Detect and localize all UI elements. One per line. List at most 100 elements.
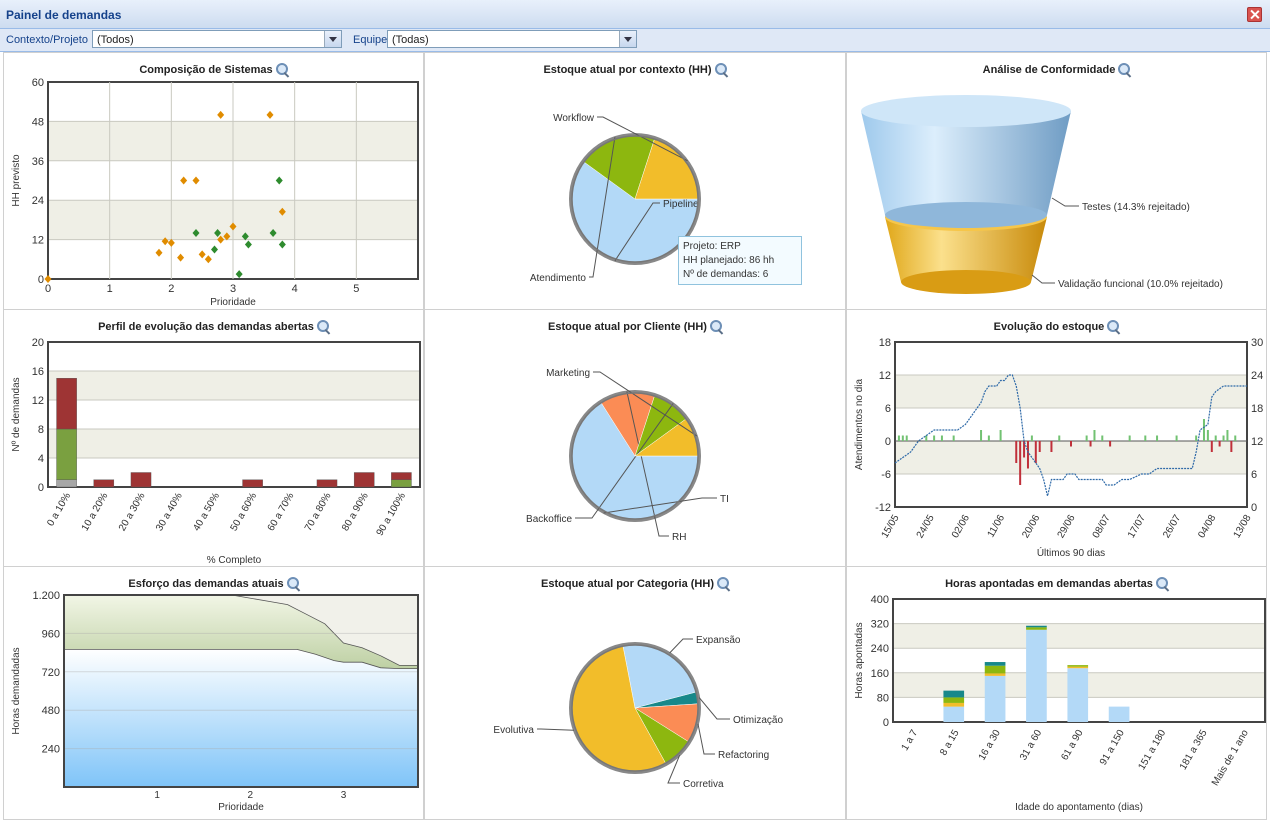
- bar: [56, 428, 77, 480]
- x-tick-label: 20 a 30%: [117, 491, 148, 533]
- bar: [1067, 665, 1089, 667]
- panel-categoria: Estoque atual por Categoria (HH) Expansã…: [424, 566, 846, 820]
- panel-title: Perfil de evolução das demandas abertas: [98, 321, 314, 333]
- pie-leader-line: [614, 202, 660, 262]
- y2-tick-label: 6: [1251, 469, 1257, 481]
- bar: [353, 472, 375, 488]
- area-series: [63, 649, 419, 788]
- x-tick-label: 0 a 10%: [45, 491, 73, 528]
- panel-evolucao: Evolução do estoque -12 -6 0 6 12 18 0 6 12 18 24 3…: [846, 309, 1267, 567]
- daily-bar: [1089, 441, 1092, 447]
- daily-bar: [980, 430, 983, 441]
- daily-bar: [999, 430, 1002, 441]
- bar: [316, 479, 338, 488]
- y-tick-label: 720: [42, 667, 60, 679]
- bar: [984, 673, 1006, 676]
- y2-tick-label: 0: [1251, 502, 1257, 514]
- daily-bar: [1210, 441, 1213, 452]
- x-tick-label: 151 a 180: [1136, 728, 1168, 772]
- y-tick-label: 0: [38, 482, 44, 494]
- y-tick-label: 12: [879, 370, 891, 382]
- x-tick-label: 31 a 60: [1018, 728, 1044, 763]
- x-tick-label: 17/07: [1126, 513, 1148, 541]
- y-tick-label: 6: [885, 403, 891, 415]
- y-tick-label: 20: [32, 337, 44, 349]
- y-axis-label: Atendimentos no dia: [854, 378, 865, 470]
- chart-tooltip: Projeto: ERP HH planejado: 86 hh Nº de d…: [678, 236, 802, 285]
- scatter-point: [217, 110, 225, 119]
- y2-tick-label: 24: [1251, 370, 1263, 382]
- y-tick-label: 0: [883, 717, 889, 729]
- bar: [1108, 706, 1130, 722]
- scatter-point: [192, 229, 200, 238]
- equipe-select[interactable]: (Todas): [387, 30, 637, 48]
- panel-title: Estoque atual por Categoria (HH): [541, 578, 714, 590]
- zoom-icon[interactable]: [714, 63, 727, 75]
- plot-frame: [63, 594, 419, 788]
- daily-bar: [1202, 419, 1205, 441]
- panel-title: Composição de Sistemas: [139, 64, 273, 76]
- daily-bar: [1101, 435, 1104, 441]
- equipe-label: Equipe: [353, 34, 388, 46]
- panel-horas: Horas apontadas em demandas abertas 0 80 1…: [846, 566, 1267, 820]
- daily-bar: [1144, 435, 1147, 441]
- stacked-bar-chart: 0 80 160 240 320 400 1 a 7 8 a 15 16 a 30 31 a 60…: [854, 594, 1266, 813]
- scatter-point: [204, 255, 212, 264]
- scatter-point: [167, 238, 175, 247]
- scatter-point: [192, 176, 200, 185]
- bar: [391, 479, 412, 488]
- daily-bar: [1015, 441, 1018, 463]
- scatter-point: [278, 207, 286, 216]
- x-tick-label: 61 a 90: [1059, 728, 1085, 763]
- x-tick-label: 80 a 90%: [340, 491, 371, 533]
- daily-bar: [1023, 441, 1026, 458]
- chevron-down-icon[interactable]: [619, 31, 636, 47]
- y-tick-label: 240: [42, 744, 60, 756]
- panel-esforco: Esforço das demandas atuais 240 480 720 960…: [3, 566, 424, 820]
- y-tick-label: -6: [881, 469, 891, 481]
- daily-bar: [1050, 441, 1053, 452]
- x-tick-label: 04/08: [1196, 513, 1218, 541]
- close-icon[interactable]: [1247, 7, 1262, 22]
- y2-tick-label: 18: [1251, 403, 1263, 415]
- pie-label: TI: [720, 494, 729, 505]
- y-tick-label: 60: [32, 77, 44, 89]
- filter-toolbar: Contexto/Projeto (Todos) Equipe (Todas): [0, 29, 1270, 52]
- pie-leader-line: [575, 403, 674, 519]
- daily-bar: [905, 435, 908, 441]
- daily-bar: [940, 435, 943, 441]
- zoom-icon[interactable]: [286, 577, 299, 589]
- zoom-icon[interactable]: [709, 320, 722, 332]
- tooltip-line: Projeto: ERP: [683, 241, 741, 252]
- stock-line: [894, 374, 1247, 497]
- zoom-icon[interactable]: [1155, 577, 1168, 589]
- daily-bar: [1222, 435, 1225, 441]
- bar: [242, 479, 263, 488]
- daily-bar: [1128, 435, 1131, 441]
- x-tick-label: 13/08: [1232, 513, 1254, 541]
- y-tick-label: 0: [885, 436, 891, 448]
- zoom-icon[interactable]: [1118, 63, 1131, 75]
- grid-band: [48, 371, 420, 400]
- bar: [984, 662, 1006, 666]
- contexto-select[interactable]: (Todos): [92, 30, 342, 48]
- daily-bar: [1058, 435, 1061, 441]
- daily-bar: [1226, 430, 1229, 441]
- panel-cliente: Estoque atual por Cliente (HH) TI RH Backo…: [424, 309, 846, 567]
- panel-title: Horas apontadas em demandas abertas: [945, 578, 1153, 590]
- funnel-stage-bottom: [901, 270, 1031, 294]
- x-tick-label: 60 a 70%: [266, 491, 297, 533]
- zoom-icon[interactable]: [716, 577, 729, 589]
- zoom-icon[interactable]: [1107, 320, 1120, 332]
- x-tick-label: 20/06: [1020, 513, 1042, 541]
- pie-chart: Pipeline Atendimento Workflow: [530, 113, 701, 284]
- zoom-icon[interactable]: [316, 320, 329, 332]
- bar: [391, 472, 412, 480]
- chevron-down-icon[interactable]: [324, 31, 341, 47]
- scatter-point: [269, 229, 277, 238]
- panel-title: Esforço das demandas atuais: [128, 578, 284, 590]
- daily-bar: [1175, 435, 1178, 441]
- pie-leader-line: [626, 391, 669, 537]
- pie-outline: [571, 392, 699, 520]
- zoom-icon[interactable]: [275, 63, 288, 75]
